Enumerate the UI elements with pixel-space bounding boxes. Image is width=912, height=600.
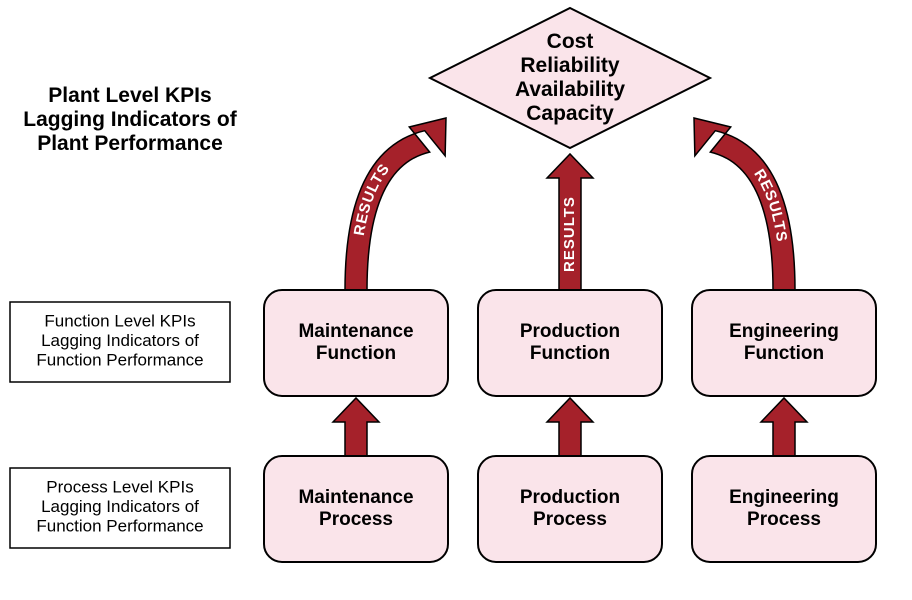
arrow-maint-results: RESULTS: [345, 118, 446, 290]
production-function: ProductionFunction: [478, 290, 662, 396]
process-label: Process Level KPIsLagging Indicators ofF…: [10, 468, 230, 548]
svg-text:Function Level KPIsLagging Ind: Function Level KPIsLagging Indicators of…: [36, 312, 203, 370]
arrow-maint-proc-func: [333, 398, 379, 456]
arrow-prod-func-diamond: RESULTS: [547, 154, 593, 290]
svg-text:ProductionFunction: ProductionFunction: [520, 321, 620, 364]
arrow-prod-proc-func: [547, 398, 593, 456]
svg-text:EngineeringFunction: EngineeringFunction: [729, 321, 839, 364]
production-process: ProductionProcess: [478, 456, 662, 562]
maintenance-process: MaintenanceProcess: [264, 456, 448, 562]
svg-text:Plant Level KPIsLagging Indica: Plant Level KPIsLagging Indicators ofPla…: [23, 83, 238, 154]
svg-text:ProductionProcess: ProductionProcess: [520, 487, 620, 530]
kpi-diamond: CostReliabilityAvailabilityCapacity: [430, 8, 710, 148]
svg-text:RESULTS: RESULTS: [561, 196, 578, 272]
arrow-eng-results: RESULTS: [694, 118, 795, 290]
maintenance-function: MaintenanceFunction: [264, 290, 448, 396]
function-label: Function Level KPIsLagging Indicators of…: [10, 302, 230, 382]
engineering-process: EngineeringProcess: [692, 456, 876, 562]
engineering-function: EngineeringFunction: [692, 290, 876, 396]
plant-level-title: Plant Level KPIsLagging Indicators ofPla…: [23, 83, 238, 154]
svg-text:Process Level KPIsLagging Indi: Process Level KPIsLagging Indicators ofF…: [36, 478, 203, 536]
arrow-eng-proc-func: [761, 398, 807, 456]
